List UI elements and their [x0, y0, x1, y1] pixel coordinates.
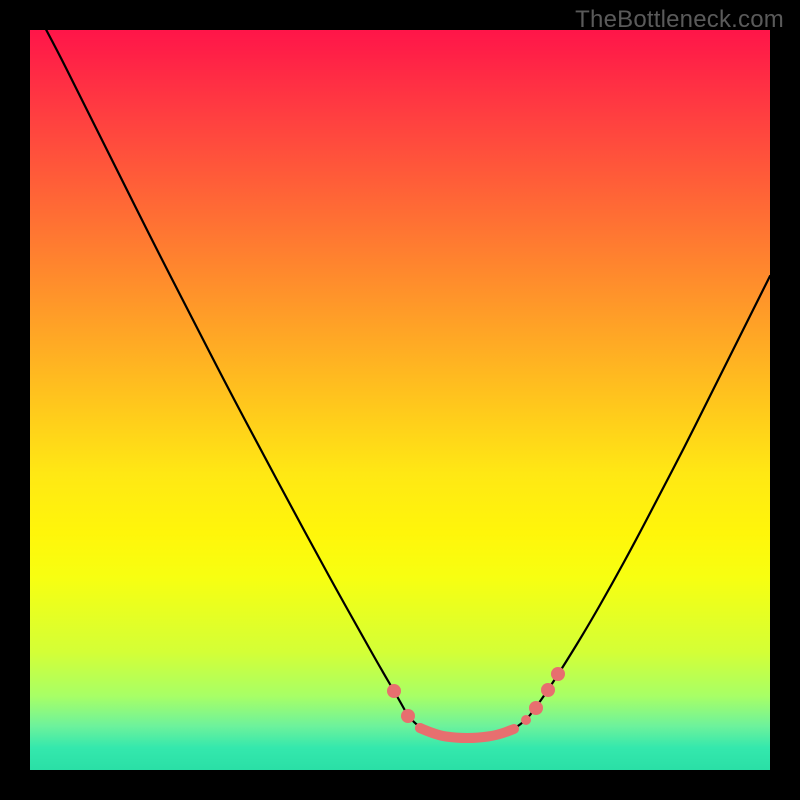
optimum-marker-dot	[415, 723, 425, 733]
optimum-marker-dot	[387, 684, 401, 698]
optimum-marker-dot	[521, 715, 531, 725]
watermark-text: TheBottleneck.com	[575, 6, 784, 34]
optimum-marker-dot	[529, 701, 543, 715]
gradient-background	[30, 30, 770, 770]
optimum-marker-dot	[541, 683, 555, 697]
bottleneck-curve-chart	[30, 30, 770, 770]
optimum-marker-dot	[551, 667, 565, 681]
chart-frame: TheBottleneck.com	[0, 0, 800, 800]
plot-area	[30, 30, 770, 770]
optimum-marker-dot	[401, 709, 415, 723]
